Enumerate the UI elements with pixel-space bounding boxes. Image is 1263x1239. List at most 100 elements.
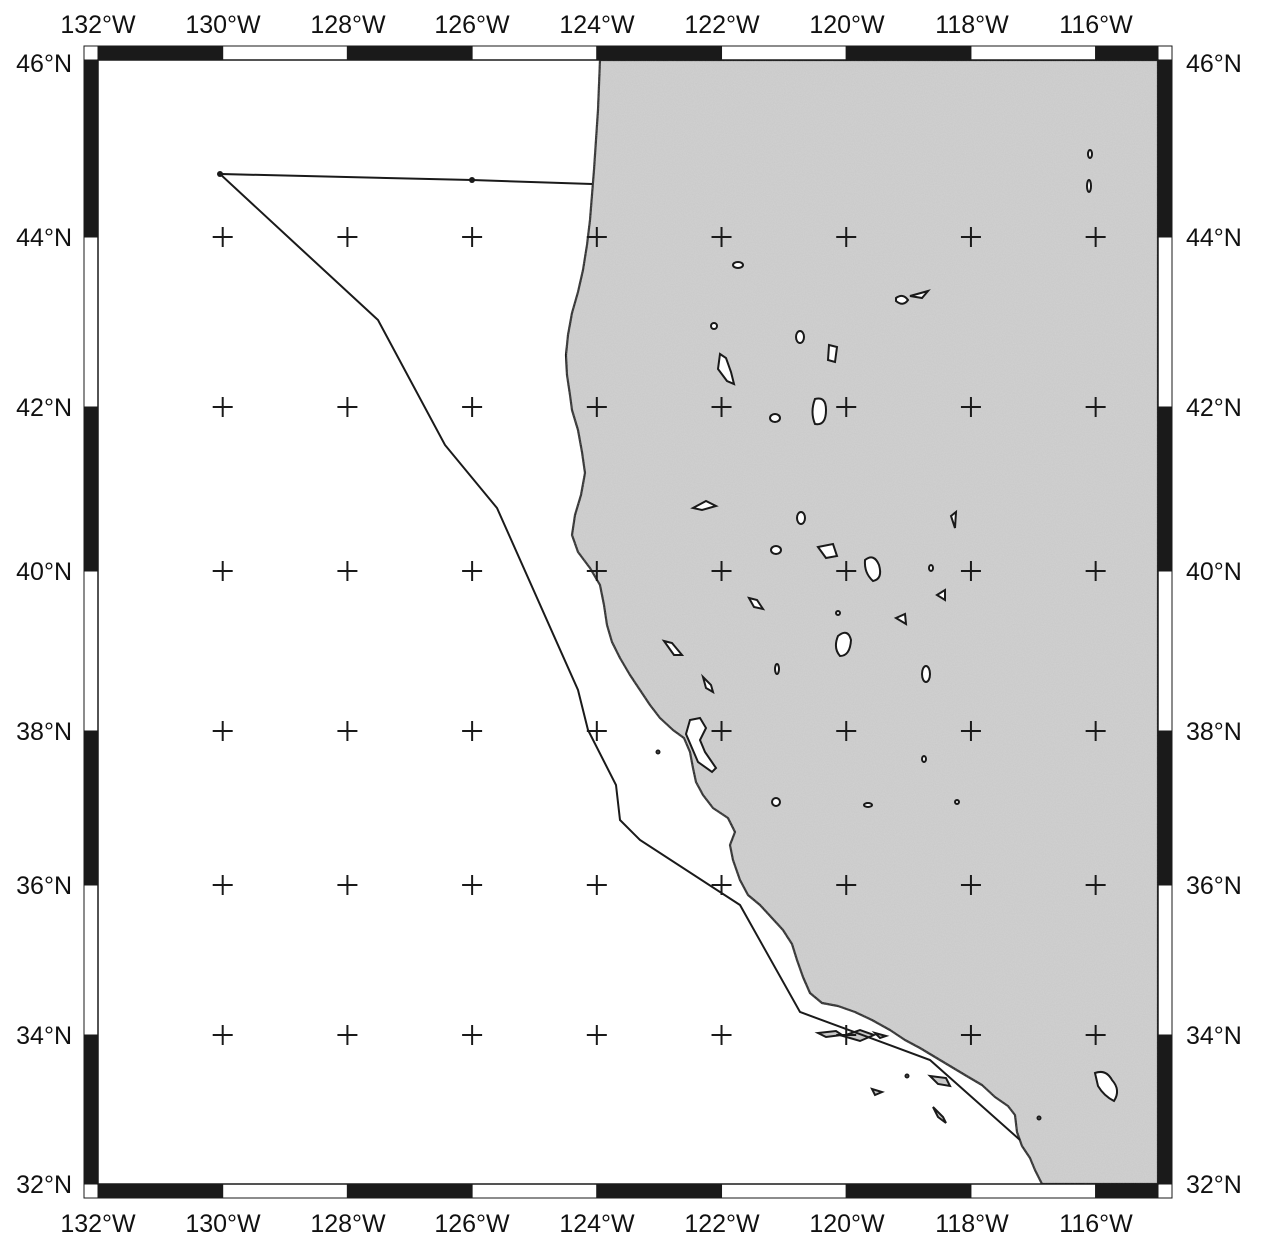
- graticule-cross: [337, 875, 358, 895]
- right-label: 46°N: [1186, 50, 1242, 78]
- lake: [921, 755, 927, 763]
- graticule-cross: [711, 721, 732, 741]
- graticule-cross: [337, 1025, 358, 1045]
- graticule-cross: [960, 561, 981, 581]
- frame-segment-right: [1157, 1034, 1173, 1185]
- bottom-label: 128°W: [310, 1210, 386, 1238]
- graticule-cross: [836, 1025, 857, 1045]
- graticule-cross: [1085, 397, 1106, 417]
- frame-segment-bottom: [1095, 1183, 1159, 1199]
- lake: [701, 673, 715, 695]
- top-label: 120°W: [809, 11, 885, 39]
- graticule-cross: [960, 227, 981, 247]
- land: [564, 58, 1160, 1186]
- frame-segment-top: [222, 45, 348, 61]
- lake: [774, 663, 780, 675]
- graticule-cross: [1085, 227, 1106, 247]
- graticule-cross: [711, 561, 732, 581]
- lake: [954, 799, 960, 805]
- frame-corner: [1157, 45, 1173, 61]
- graticule-cross: [462, 227, 483, 247]
- lake: [796, 511, 806, 525]
- left-label: 44°N: [16, 224, 72, 252]
- lake: [935, 588, 946, 602]
- neatline: [97, 59, 1159, 1185]
- right-label: 34°N: [1186, 1022, 1242, 1050]
- frame-segment-top: [970, 45, 1097, 61]
- bottom-label: 116°W: [1059, 1210, 1133, 1238]
- graticule-crosses: [212, 227, 1106, 1045]
- frame-segment-top: [346, 45, 473, 61]
- frame-segment-bottom: [845, 1183, 972, 1199]
- right-label: 38°N: [1186, 718, 1242, 746]
- frame-segment-top: [97, 45, 224, 61]
- frame-segment-top: [471, 45, 598, 61]
- left-label: 46°N: [16, 50, 72, 78]
- lake: [769, 413, 781, 423]
- graticule-cross: [462, 1025, 483, 1045]
- frame-segment-left: [83, 1034, 99, 1185]
- lake: [690, 499, 719, 512]
- checkered-frame: [83, 45, 1173, 1199]
- bottom-label: 120°W: [809, 1210, 885, 1238]
- left-label: 38°N: [16, 718, 72, 746]
- graticule-cross: [337, 721, 358, 741]
- graticule-cross: [1085, 875, 1106, 895]
- graticule-cross: [711, 1025, 732, 1045]
- lake: [893, 612, 908, 626]
- left-label: 40°N: [16, 558, 72, 586]
- graticule-cross: [836, 397, 857, 417]
- frame-segment-right: [1157, 236, 1173, 408]
- frame-segment-right: [1157, 406, 1173, 572]
- left-label: 32°N: [16, 1171, 72, 1199]
- lake: [863, 556, 882, 583]
- lake: [895, 289, 931, 305]
- right-labels: 46°N 44°N 42°N 40°N 38°N 36°N 34°N 32°N: [1186, 50, 1242, 1199]
- boundary-line: [217, 172, 1021, 1141]
- frame-segment-left: [83, 730, 99, 886]
- frame-segment-top: [596, 45, 723, 61]
- graticule-cross: [711, 397, 732, 417]
- frame-segment-bottom: [970, 1183, 1097, 1199]
- san-francisco-bay: [684, 716, 718, 774]
- graticule-cross: [462, 875, 483, 895]
- graticule-cross: [836, 561, 857, 581]
- graticule-cross: [711, 227, 732, 247]
- lake: [1093, 1070, 1118, 1103]
- bottom-label: 124°W: [559, 1210, 635, 1238]
- graticule-cross: [462, 561, 483, 581]
- island: [870, 1087, 885, 1097]
- island: [655, 749, 661, 755]
- graticule-cross: [337, 397, 358, 417]
- graticule-cross: [462, 721, 483, 741]
- frame-segment-bottom: [222, 1183, 348, 1199]
- lake: [816, 542, 839, 560]
- bottom-label: 130°W: [185, 1210, 261, 1238]
- lake: [716, 352, 736, 386]
- bottom-label: 122°W: [684, 1210, 760, 1238]
- frame-segment-right: [1157, 730, 1173, 886]
- bottom-labels: 132°W 130°W 128°W 126°W 124°W 122°W 120°…: [60, 1210, 1133, 1238]
- lake: [835, 610, 841, 616]
- lake: [770, 545, 782, 555]
- graticule-cross: [586, 1025, 607, 1045]
- graticule-cross: [586, 561, 607, 581]
- graticule-cross: [960, 875, 981, 895]
- bottom-label: 132°W: [60, 1210, 136, 1238]
- left-label: 36°N: [16, 872, 72, 900]
- right-label: 32°N: [1186, 1171, 1242, 1199]
- top-label: 124°W: [559, 11, 635, 39]
- graticule-cross: [212, 561, 233, 581]
- frame-segment-left: [83, 884, 99, 1036]
- graticule-cross: [960, 397, 981, 417]
- graticule-cross: [836, 875, 857, 895]
- lake: [834, 631, 853, 658]
- frame-segment-right: [1157, 59, 1173, 238]
- island: [904, 1073, 910, 1079]
- graticule-cross: [586, 227, 607, 247]
- frame-segment-right: [1157, 570, 1173, 732]
- left-labels: 46°N 44°N 42°N 40°N 38°N 36°N 34°N 32°N: [16, 50, 72, 1199]
- top-label: 118°W: [935, 11, 1009, 39]
- lake: [771, 797, 781, 807]
